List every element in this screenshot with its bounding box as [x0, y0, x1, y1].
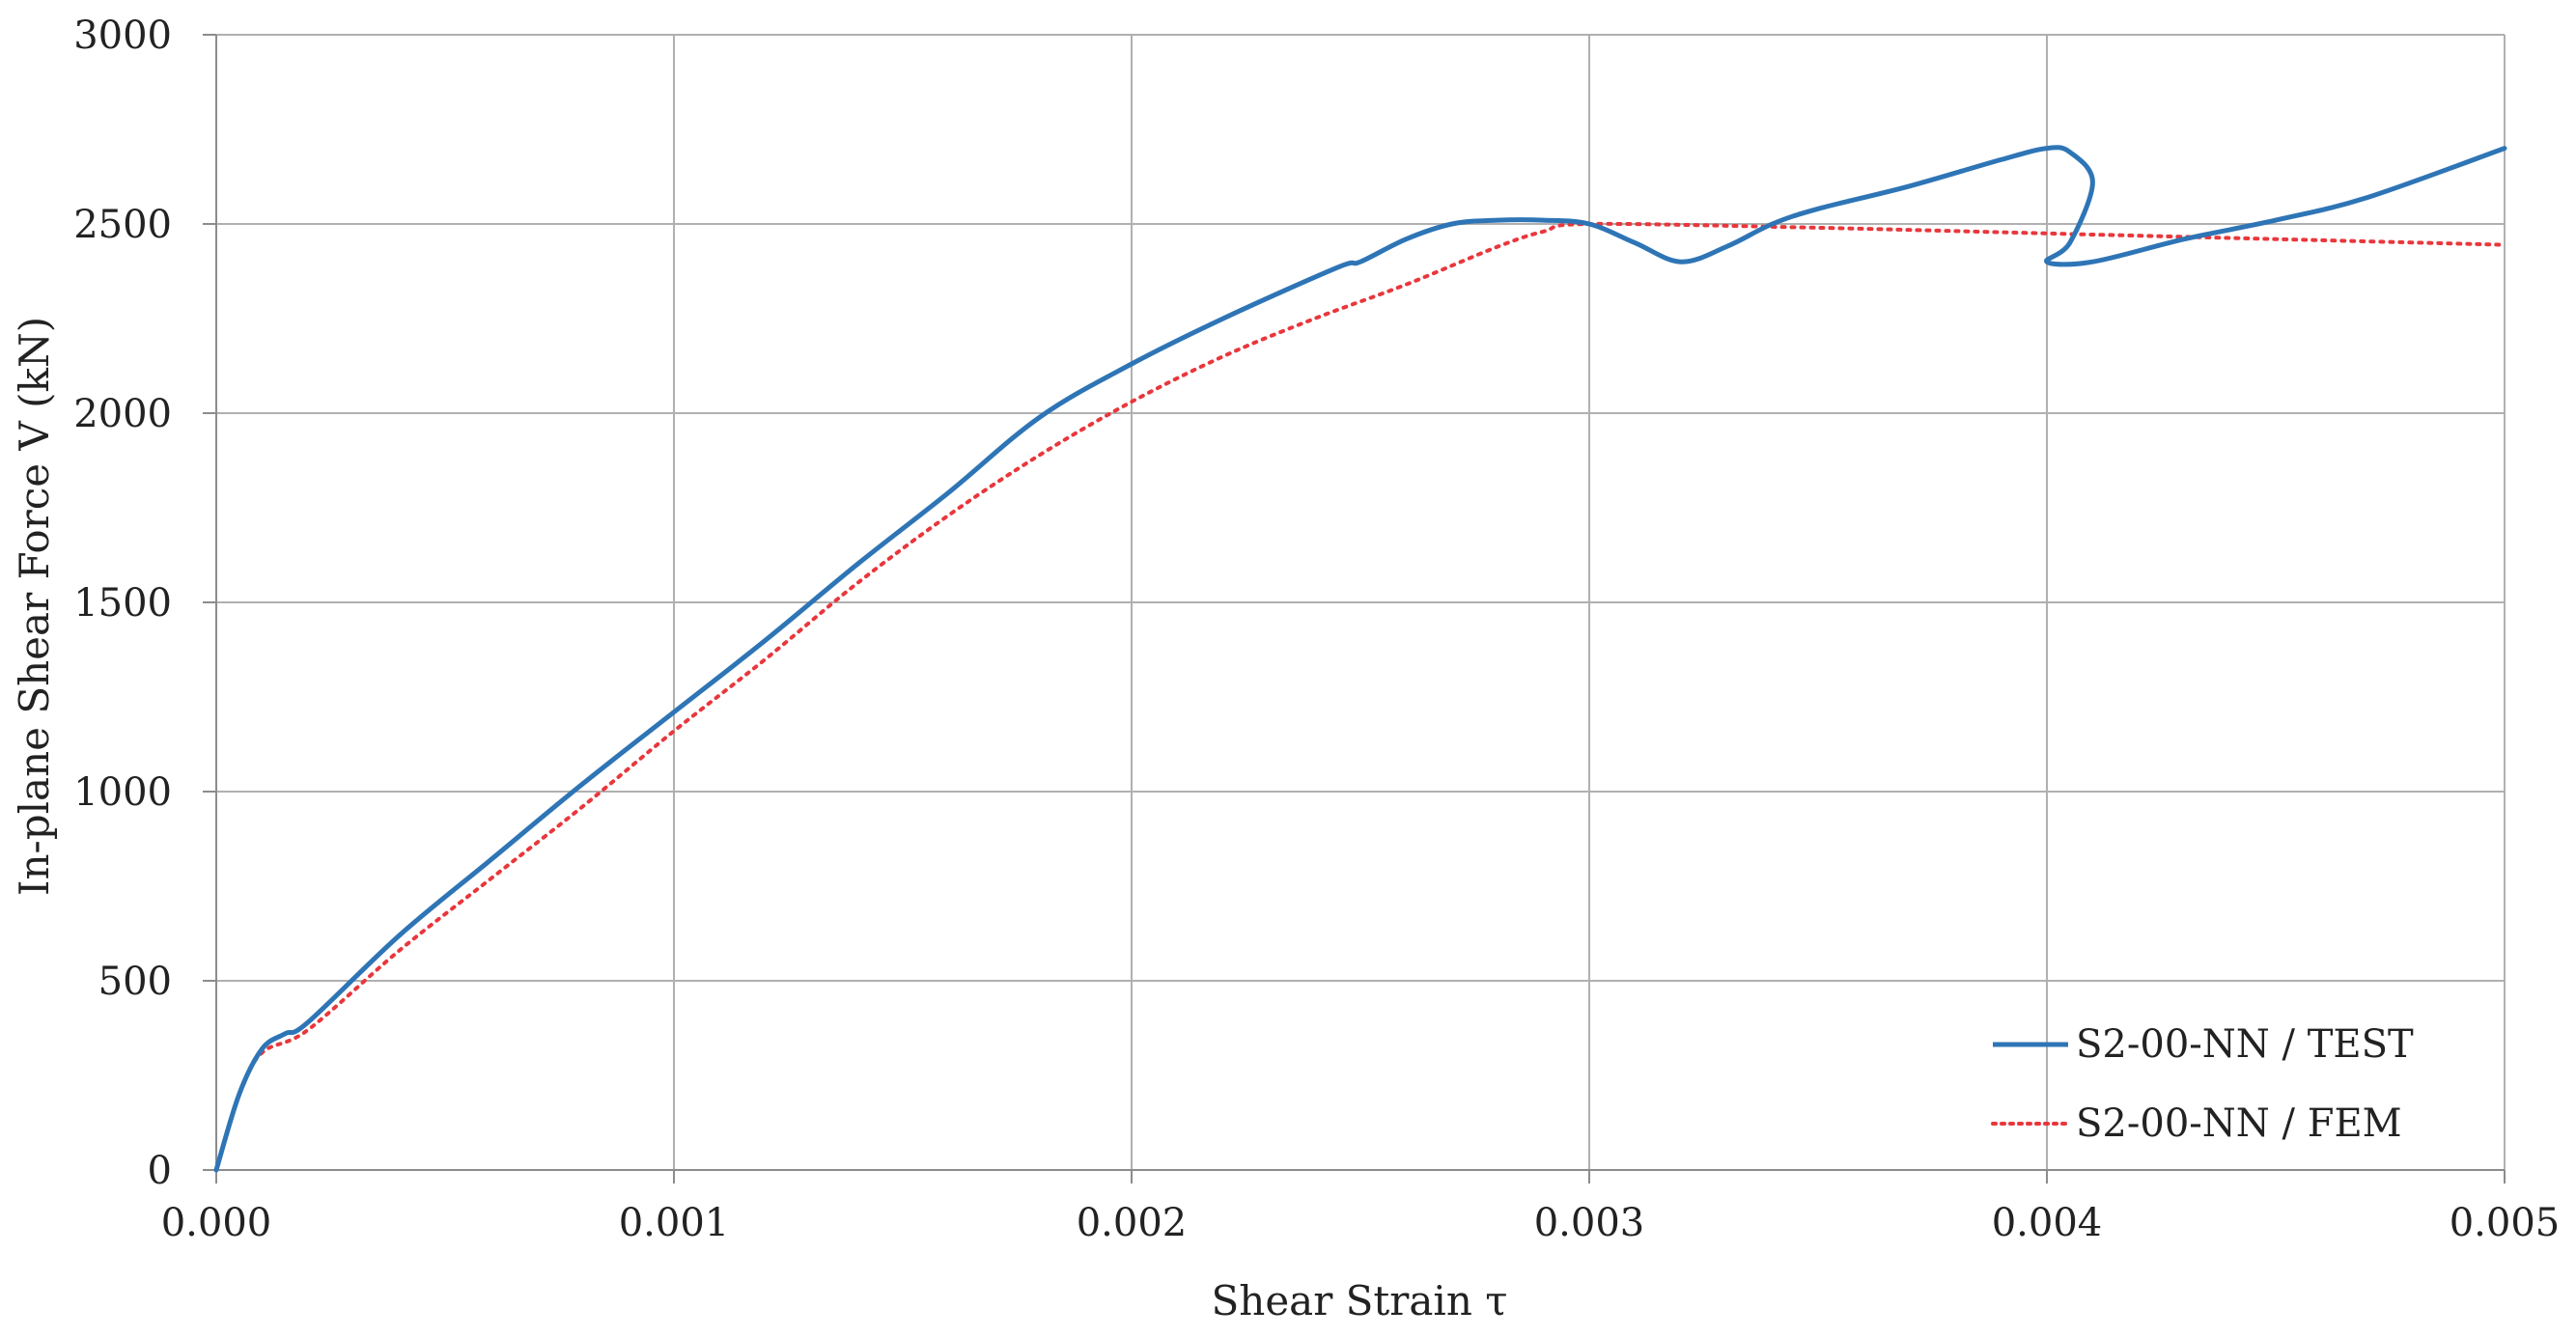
y-axis-title: In-plane Shear Force V (kN) — [11, 317, 58, 896]
series-line-test — [213, 145, 2507, 1173]
legend: S2-00-NN / TEST S2-00-NN / FEM — [1991, 1022, 2414, 1146]
x-tick-label: 0.004 — [1992, 1201, 2103, 1245]
x-axis-title: Shear Strain τ — [1212, 1277, 1508, 1324]
y-tick-label: 2500 — [73, 203, 172, 247]
series-lines — [213, 145, 2507, 1173]
x-tick-label: 0.003 — [1534, 1201, 1645, 1245]
x-tick-label: 0.001 — [619, 1201, 730, 1245]
y-tick-label: 2000 — [73, 392, 172, 436]
y-tick-label: 0 — [148, 1149, 172, 1193]
legend-label-fem: S2-00-NN / FEM — [2076, 1101, 2402, 1146]
legend-label-test: S2-00-NN / TEST — [2076, 1022, 2414, 1067]
x-tick-label: 0.002 — [1077, 1201, 1188, 1245]
axes — [203, 34, 2506, 1184]
y-tick-label: 3000 — [73, 14, 172, 58]
tick-labels: 0 500 1000 1500 2000 2500 3000 0.000 0.001 0.002 0… — [73, 14, 2560, 1245]
y-tick-label: 1500 — [73, 581, 172, 626]
grid — [216, 34, 2506, 1170]
x-tick-label: 0.005 — [2450, 1201, 2561, 1245]
x-tick-label: 0.000 — [161, 1201, 272, 1245]
y-tick-label: 500 — [98, 960, 172, 1004]
series-line-fem — [214, 221, 2506, 1172]
y-tick-label: 1000 — [73, 770, 172, 815]
